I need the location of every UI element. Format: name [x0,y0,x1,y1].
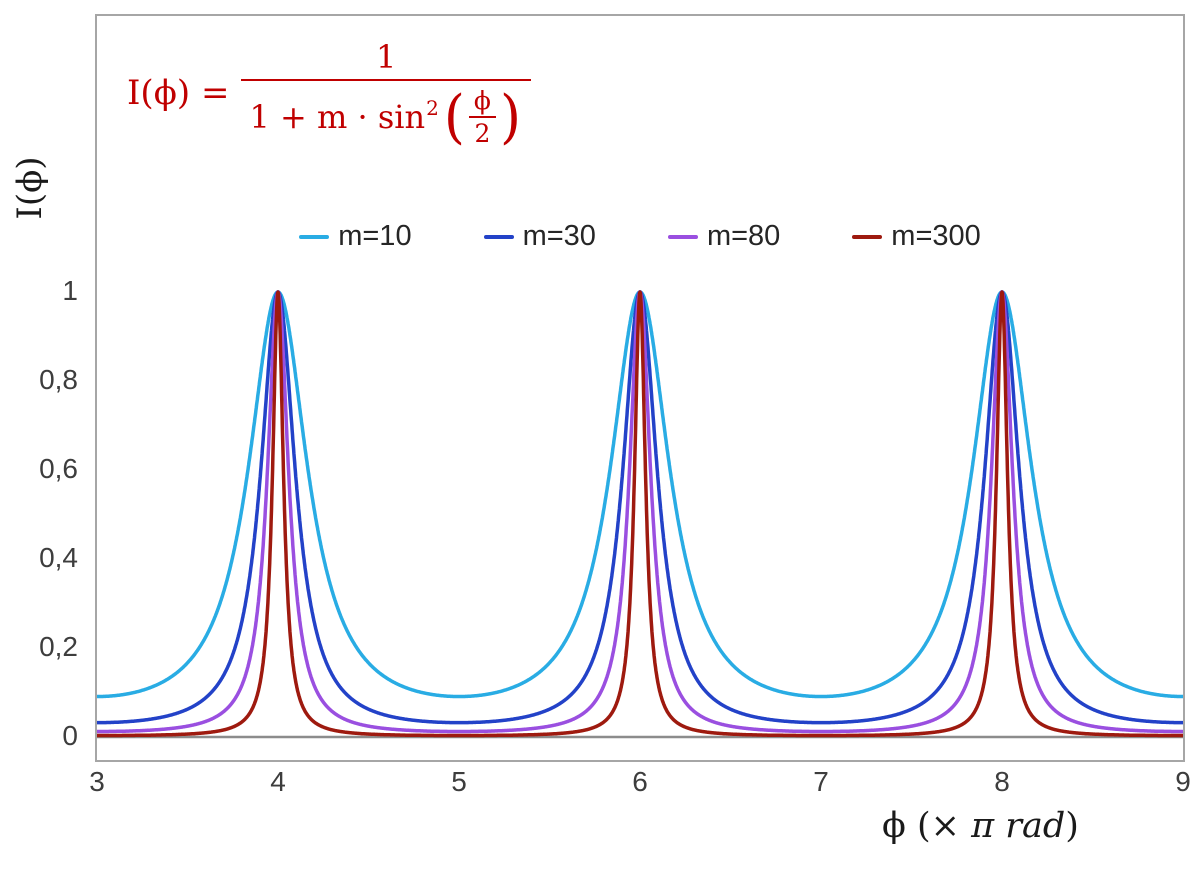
x-axis-title-symbol: ϕ [882,806,906,846]
y-tick-0-6: 0,6 [39,453,78,484]
x-tick-5: 5 [451,766,467,797]
legend-swatch [483,234,514,239]
y-tick-0-2: 0,2 [39,631,78,662]
legend-item-m-30: m=30 [483,220,596,253]
curve-m-300 [97,290,1183,738]
formula-exponent: 2 [426,96,439,120]
inner-numerator: ϕ [468,86,496,118]
curves-canvas [97,290,1183,739]
x-tick-3: 3 [89,766,105,797]
legend-item-m-80: m=80 [667,220,781,253]
x-tick-6: 6 [632,766,648,797]
close-paren: ) [499,82,522,151]
x-axis-title-unit: π rad [971,806,1066,846]
formula-fraction: 1 1 + m · sin 2 ( ϕ 2 ) [241,38,532,151]
x-tick-7: 7 [813,766,829,797]
formula: I(ϕ) = 1 1 + m · sin 2 ( ϕ 2 ) [127,38,532,151]
x-axis-title-close: ) [1065,806,1079,846]
x-axis-title: ϕ (× π rad) [882,806,1079,846]
x-tick-4: 4 [270,766,286,797]
legend-label: m=10 [338,220,412,252]
y-axis-title-text: I(ϕ) [10,156,50,220]
legend: m=10 m=30 m=80 m=300 [97,220,1183,253]
x-tick-9: 9 [1175,766,1191,797]
formula-denominator: 1 + m · sin 2 ( ϕ 2 ) [241,79,532,151]
legend-label: m=80 [706,220,781,252]
legend-item-m-300: m=300 [852,220,981,253]
y-tick-1: 1 [62,275,78,306]
y-tick-0-8: 0,8 [39,364,78,395]
legend-swatch [667,234,698,239]
formula-inner-fraction: ϕ 2 [468,86,496,148]
x-tick-8: 8 [994,766,1010,797]
open-paren: ( [443,82,465,151]
y-tick-0: 0 [62,720,78,751]
legend-swatch [852,234,883,239]
legend-swatch [299,234,330,239]
curve-m-30 [97,290,1183,725]
formula-lhs: I(ϕ) = [127,73,230,113]
y-tick-0-4: 0,4 [39,542,78,573]
curve-m-80 [97,290,1183,734]
formula-den-prefix: 1 + m · sin [249,98,426,136]
inner-denominator: 2 [474,119,491,148]
y-axis-title: I(ϕ) [10,128,50,248]
formula-numerator: 1 [376,38,397,76]
legend-item-m-10: m=10 [299,220,412,253]
x-axis-title-open: (× [905,806,972,846]
legend-label: m=300 [891,220,981,252]
plot-area: I(ϕ) = 1 1 + m · sin 2 ( ϕ 2 ) m=10 m=30 m… [95,14,1185,762]
legend-label: m=30 [522,220,596,252]
